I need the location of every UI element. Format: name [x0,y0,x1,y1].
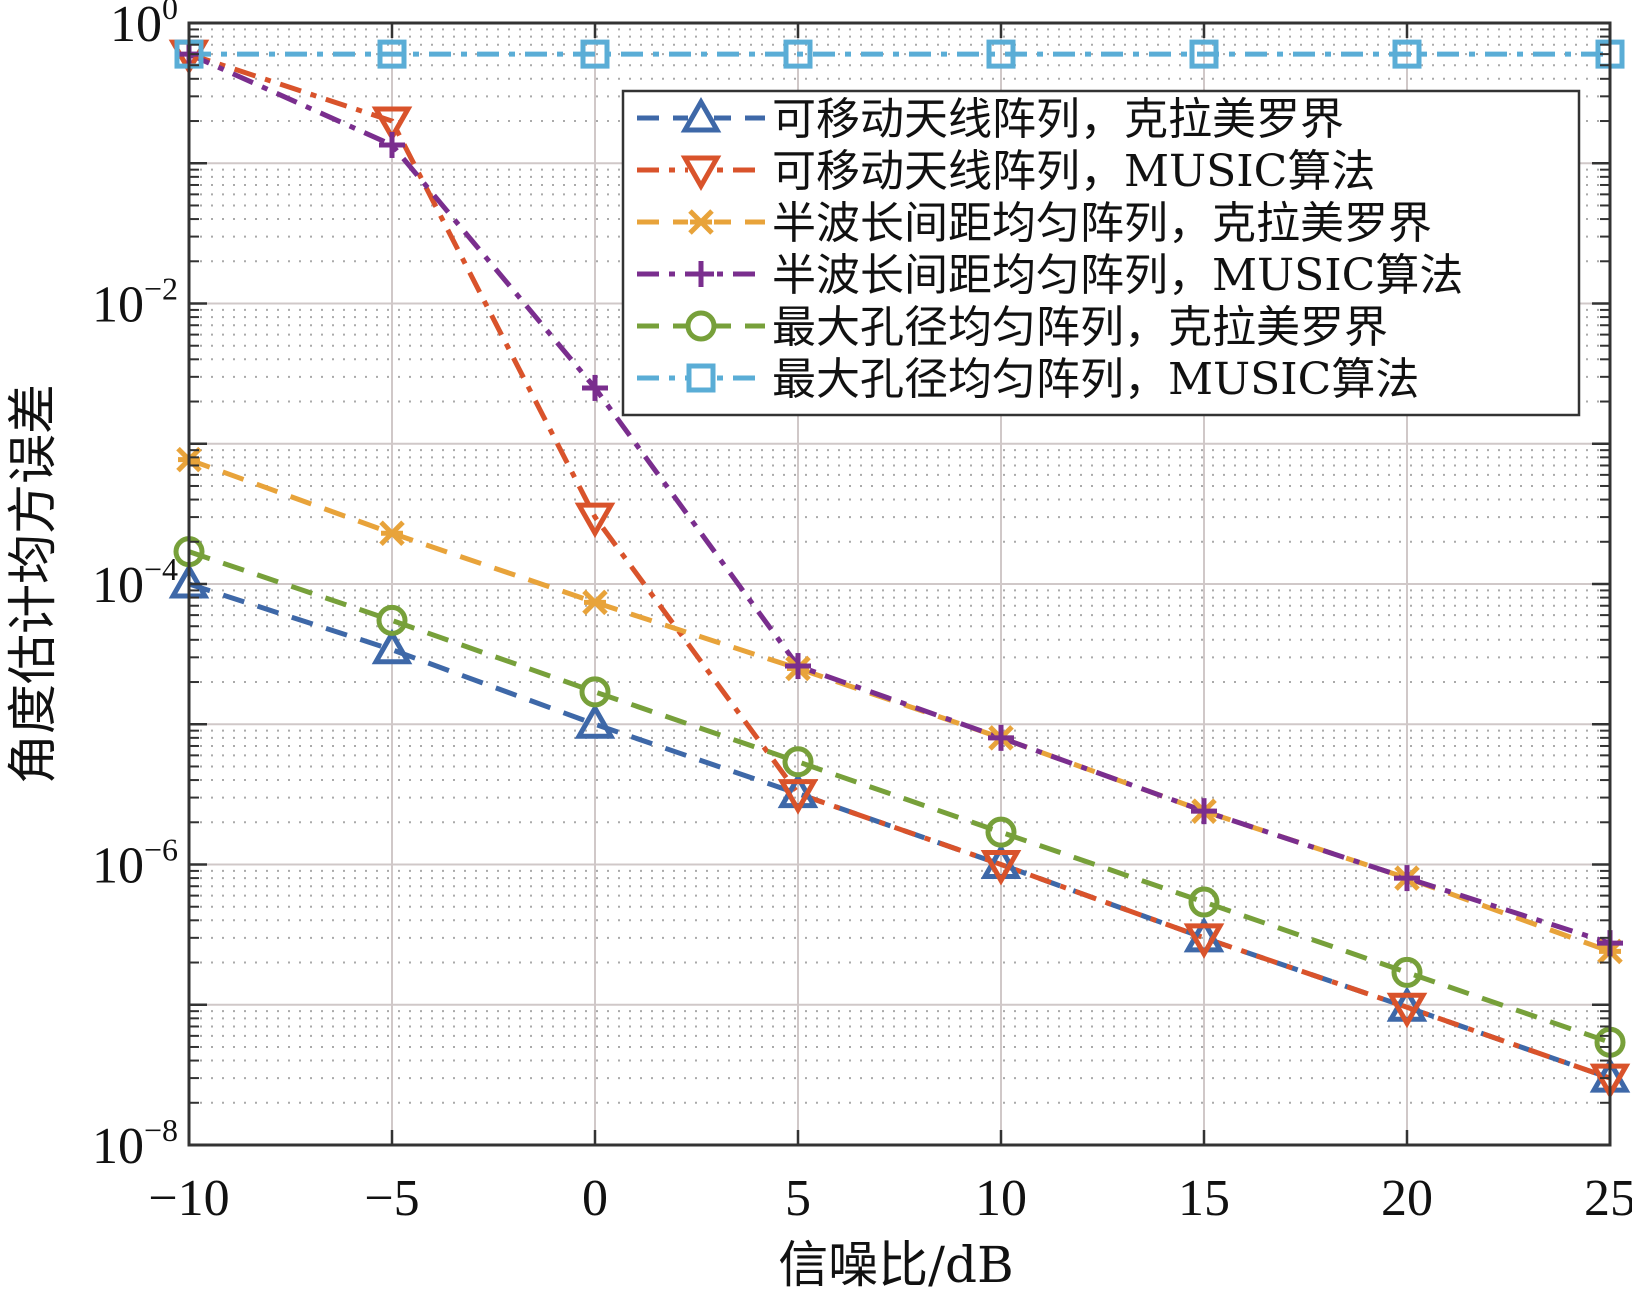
y-tick-label: 100 [110,0,178,53]
marker-plus [379,131,405,158]
marker-square [580,39,610,69]
marker-circle [1391,956,1423,988]
x-tick-label: 20 [1381,1170,1433,1227]
marker-triangle-down [371,106,413,143]
marker-plus [1191,798,1217,825]
marker-triangle-down [1386,992,1428,1029]
marker-circle [985,816,1017,848]
marker-square [986,39,1016,69]
marker-triangle-down [680,155,722,192]
marker-triangle-up [680,96,722,133]
marker-circle [782,746,814,778]
series-line [187,51,1611,946]
x-tick-label: 5 [785,1170,811,1227]
legend-label: 可移动天线阵列，MUSIC算法 [772,146,1375,197]
legend: 可移动天线阵列，克拉美罗界可移动天线阵列，MUSIC算法半波长间距均匀阵列，克拉… [621,89,1581,417]
marker-x-star [379,520,405,547]
x-tick-label: −10 [148,1170,229,1227]
axis-ticks [187,21,1612,1147]
marker-plus [988,724,1014,751]
marker-circle [376,604,408,636]
x-tick-label: 15 [1178,1170,1230,1227]
x-tick-label: 25 [1584,1170,1632,1227]
legend-item: 半波长间距均匀阵列，克拉美罗界 [637,198,1432,249]
y-axis-label: 角度估计均方误差 [4,384,62,784]
marker-plus [582,374,608,401]
marker-square [783,39,813,69]
marker-x-star [688,209,714,235]
marker-square [1189,39,1219,69]
marker-triangle-up [574,703,616,739]
legend-label: 半波长间距均匀阵列，克拉美罗界 [772,198,1432,249]
marker-circle [1188,886,1220,918]
legend-item: 最大孔径均匀阵列，克拉美罗界 [637,302,1388,353]
marker-x-star [582,589,608,616]
marker-square [377,39,407,69]
legend-box [621,89,1581,417]
marker-triangle-up [371,628,413,665]
legend-item: 半波长间距均匀阵列，MUSIC算法 [637,250,1463,301]
legend-label: 可移动天线阵列，克拉美罗界 [772,94,1344,145]
marker-circle [685,310,717,342]
marker-triangle-down [574,502,616,539]
x-tick-label: 0 [582,1170,608,1227]
marker-triangle-down [777,779,819,815]
marker-circle [579,676,611,708]
y-tick-label: 10−6 [92,832,178,895]
x-tick-label: −5 [364,1170,419,1227]
x-axis-label: 信噪比/dB [778,1236,1014,1292]
y-tick-label: 10−2 [92,271,178,334]
legend-item: 可移动天线阵列，MUSIC算法 [637,146,1375,197]
legend-item: 可移动天线阵列，克拉美罗界 [637,94,1344,145]
y-tick-label: 10−4 [92,551,178,614]
series-lines [187,51,1611,1081]
marker-triangle-down [980,850,1022,886]
legend-label: 最大孔径均匀阵列，MUSIC算法 [772,354,1419,405]
marker-plus [1394,865,1420,892]
legend-label: 最大孔径均匀阵列，克拉美罗界 [772,302,1388,353]
marker-plus [688,261,714,287]
legend-item: 最大孔径均匀阵列，MUSIC算法 [637,354,1419,405]
x-tick-labels: −10 −5 0 5 10 15 20 25 [148,1170,1632,1227]
marker-triangle-down [1183,923,1225,959]
legend-label: 半波长间距均匀阵列，MUSIC算法 [772,250,1463,301]
marker-square [1392,39,1422,69]
x-tick-label: 10 [975,1170,1027,1227]
marker-square [686,363,716,393]
marker-plus [785,653,811,680]
y-tick-label: 10−8 [92,1112,178,1175]
y-tick-labels: 100 10−2 10−4 10−6 10−8 [92,0,178,1175]
series-line [188,51,1611,1081]
